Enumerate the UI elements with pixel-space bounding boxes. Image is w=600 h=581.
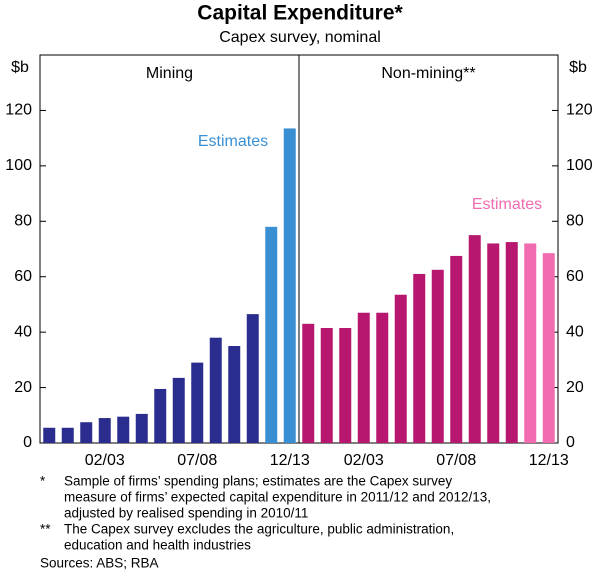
bar — [413, 273, 426, 443]
bar — [283, 128, 296, 443]
bar — [246, 314, 259, 443]
bar — [450, 255, 463, 443]
note-marker: ** — [40, 522, 51, 537]
bar — [524, 243, 537, 443]
bar — [339, 327, 352, 443]
y2-tick-label: 0 — [566, 434, 575, 451]
y-tick-label: 80 — [14, 213, 32, 230]
bar — [265, 226, 278, 443]
bar — [43, 427, 56, 443]
bar — [302, 323, 315, 443]
bar — [431, 269, 444, 443]
x-tick-label: 12/13 — [529, 452, 569, 469]
bar — [376, 312, 389, 443]
x-tick-label: 12/13 — [270, 452, 310, 469]
x-tick-label: 07/08 — [436, 452, 476, 469]
bar — [80, 422, 93, 443]
x-tick-label: 02/03 — [85, 452, 125, 469]
note-text: measure of firms’ expected capital expen… — [64, 490, 491, 505]
y-tick-label: 100 — [5, 157, 32, 174]
bar — [394, 294, 407, 443]
y-tick-label: 0 — [23, 434, 32, 451]
y2-tick-label: 80 — [566, 213, 584, 230]
chart-title: Capital Expenditure* — [197, 2, 403, 25]
bar — [191, 362, 204, 443]
y2-unit: $b — [569, 59, 587, 76]
note-text: education and health industries — [64, 538, 251, 553]
note-text: adjusted by realised spending in 2010/11 — [64, 506, 308, 521]
bar — [487, 243, 500, 443]
annotation: Estimates — [472, 196, 542, 213]
bar — [98, 418, 111, 443]
bar — [117, 416, 130, 443]
note-text: Sample of firms’ spending plans; estimat… — [64, 474, 452, 489]
bar — [209, 337, 222, 443]
y2-tick-label: 40 — [566, 323, 584, 340]
chart-subtitle: Capex survey, nominal — [219, 29, 381, 46]
bar — [320, 327, 333, 443]
bar — [542, 253, 555, 443]
bar — [61, 427, 74, 443]
annotation: Estimates — [198, 133, 268, 150]
bar — [172, 377, 185, 443]
y2-tick-label: 100 — [566, 157, 593, 174]
bar — [505, 242, 518, 443]
y-unit: $b — [11, 59, 29, 76]
y-tick-label: 60 — [14, 268, 32, 285]
y-tick-label: 20 — [14, 379, 32, 396]
y-tick-label: 40 — [14, 323, 32, 340]
bar — [357, 312, 370, 443]
bar — [228, 346, 241, 443]
sources: Sources: ABS; RBA — [40, 556, 159, 571]
y2-tick-label: 60 — [566, 268, 584, 285]
note-marker: * — [40, 474, 46, 489]
y-tick-label: 120 — [5, 102, 32, 119]
y2-tick-label: 120 — [566, 102, 593, 119]
y2-tick-label: 20 — [566, 379, 584, 396]
x-tick-label: 07/08 — [177, 452, 217, 469]
panel-title: Mining — [146, 65, 193, 82]
note-text: The Capex survey excludes the agricultur… — [64, 522, 454, 537]
panel-title: Non-mining** — [381, 65, 475, 82]
bar — [154, 388, 167, 443]
x-tick-label: 02/03 — [344, 452, 384, 469]
bar — [468, 235, 481, 443]
bar — [135, 413, 148, 443]
